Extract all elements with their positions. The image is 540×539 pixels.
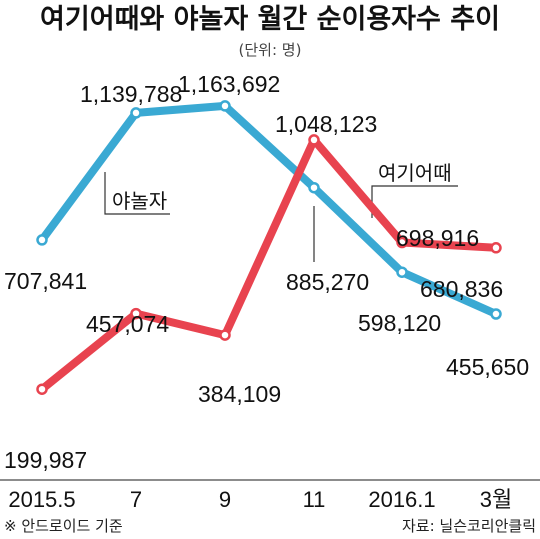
footnote: ※ 안드로이드 기준 bbox=[4, 517, 123, 535]
data-label: 698,916 bbox=[396, 225, 479, 251]
x-axis-ticks: 2015.5 7 9 11 2016.1 3월 bbox=[8, 487, 512, 512]
leader-line bbox=[371, 185, 458, 218]
data-label: 885,270 bbox=[286, 269, 369, 295]
data-label: 707,841 bbox=[4, 268, 87, 294]
leader-line bbox=[104, 172, 170, 215]
x-tick-label: 3월 bbox=[480, 487, 512, 512]
data-point bbox=[490, 242, 502, 254]
x-tick-label: 2016.1 bbox=[368, 487, 435, 512]
data-point bbox=[36, 234, 48, 246]
data-label: 1,048,123 bbox=[275, 111, 377, 137]
data-point bbox=[36, 383, 48, 395]
data-label: 680,836 bbox=[420, 276, 503, 302]
data-label: 455,650 bbox=[446, 354, 529, 380]
series-layer bbox=[36, 100, 502, 395]
data-label: 457,074 bbox=[86, 311, 169, 337]
data-point bbox=[396, 266, 408, 278]
source-note: 자료: 닐슨코리안클릭 bbox=[402, 517, 536, 535]
series-name-label: 야놀자 bbox=[112, 189, 167, 213]
x-tick-label: 2015.5 bbox=[8, 487, 75, 512]
data-labels: 707,8411,139,7881,163,692885,270598,1204… bbox=[4, 71, 529, 473]
x-tick-label: 11 bbox=[303, 487, 326, 512]
series-line-0 bbox=[38, 101, 500, 318]
series-line-1 bbox=[38, 135, 500, 394]
x-tick-label: 7 bbox=[130, 487, 142, 512]
data-label: 598,120 bbox=[358, 310, 441, 336]
data-label: 1,163,692 bbox=[178, 71, 280, 97]
data-label: 199,987 bbox=[4, 447, 87, 473]
data-point bbox=[219, 329, 231, 341]
data-label: 1,139,788 bbox=[80, 81, 182, 107]
data-point bbox=[130, 307, 142, 320]
series-name-label: 여기어때 bbox=[378, 161, 452, 185]
chart-title: 여기어때와 야놀자 월간 순이용자수 추이 bbox=[40, 4, 500, 35]
data-point bbox=[308, 181, 320, 194]
unit-label: (단위: 명) bbox=[239, 41, 302, 59]
data-point bbox=[130, 107, 142, 119]
data-point bbox=[219, 100, 231, 112]
data-point bbox=[396, 236, 408, 249]
data-point bbox=[308, 134, 320, 146]
x-tick-label: 9 bbox=[219, 487, 231, 512]
data-point bbox=[490, 308, 502, 320]
data-label: 384,109 bbox=[198, 381, 281, 407]
